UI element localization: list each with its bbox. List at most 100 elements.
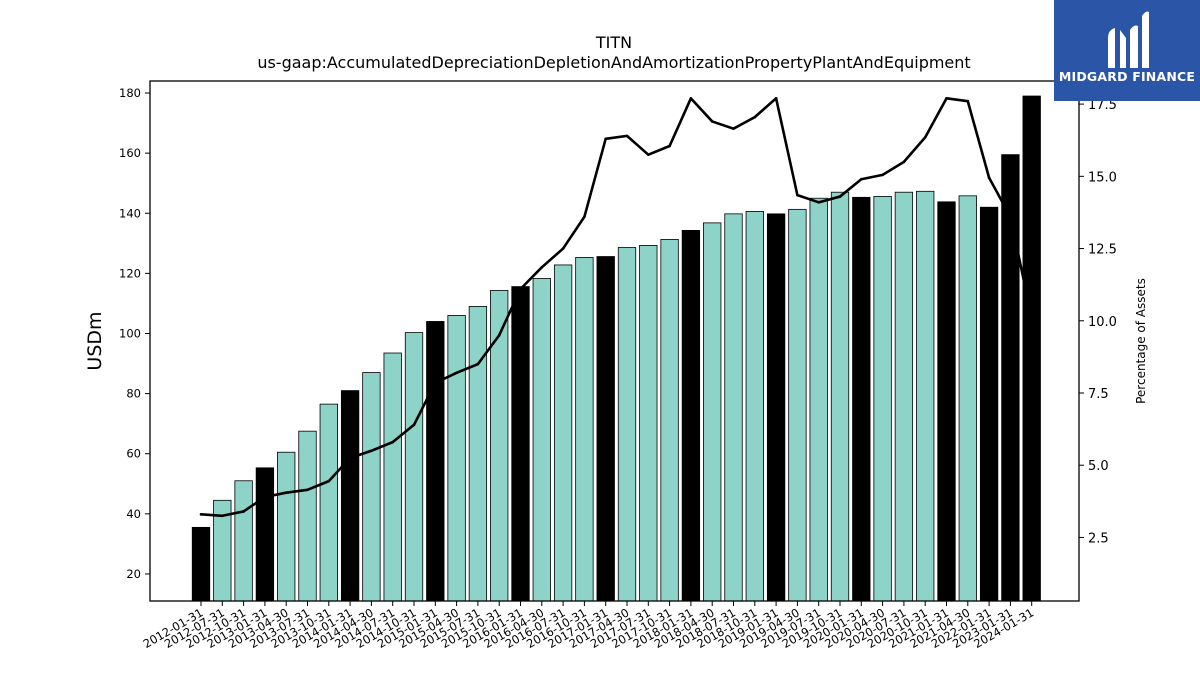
line-point [860, 177, 863, 181]
line-point [476, 362, 480, 366]
line-point [668, 144, 671, 148]
bar [979, 206, 999, 602]
bar-series [191, 95, 1041, 602]
bar [596, 256, 615, 602]
bar [639, 245, 658, 602]
line-point [689, 97, 693, 100]
y2-tick-label: 7.5 [1088, 387, 1109, 402]
line-point [881, 173, 884, 177]
line-point [923, 136, 927, 139]
bar [426, 321, 445, 602]
bar [340, 390, 360, 602]
line-point [710, 120, 714, 123]
bar [553, 264, 573, 602]
bar [830, 191, 850, 602]
line-point [583, 215, 586, 219]
bar [362, 372, 381, 602]
line-point [242, 510, 245, 513]
logo-text: MIDGARD FINANCE [1058, 69, 1196, 84]
y2-tick-label: 2.5 [1088, 531, 1109, 546]
y-tick-label: 80 [126, 387, 141, 401]
percentage-line [200, 97, 1033, 518]
bar [468, 306, 488, 602]
y2-tick-label: 5.0 [1088, 459, 1109, 474]
line-point [625, 134, 629, 138]
line-point [434, 381, 437, 385]
line-point [966, 99, 970, 103]
y-tick-label: 40 [126, 507, 141, 521]
bar [234, 480, 253, 602]
line-point [348, 456, 352, 460]
bar [255, 467, 275, 602]
line-point [945, 97, 948, 100]
line-point [370, 449, 373, 453]
bar [809, 197, 828, 602]
bar [319, 403, 338, 602]
plot-frame [149, 80, 1080, 602]
line-series-layer [199, 97, 1033, 518]
bar [532, 278, 551, 602]
line-point [647, 153, 650, 156]
bar [277, 451, 296, 602]
bar [298, 430, 317, 602]
line-point [753, 115, 757, 119]
y-axis-left: 20 40 60 80 100 120 140 160 180 [119, 86, 150, 581]
bar [191, 526, 211, 602]
bar [958, 195, 977, 602]
y2-tick-label: 17.5 [1088, 98, 1117, 113]
line-point [540, 266, 544, 269]
line-point [497, 333, 501, 337]
bar [724, 213, 743, 602]
line-point [604, 137, 607, 141]
bar [447, 315, 466, 602]
line-point [199, 513, 203, 516]
bar [617, 247, 637, 602]
x-axis: 2012-01-312012-07-312012-10-312013-01-31… [141, 601, 1036, 651]
bar [873, 196, 892, 602]
line-point [284, 491, 288, 494]
bar [852, 196, 871, 602]
bar [916, 190, 935, 602]
line-point [391, 440, 395, 444]
line-point [1009, 215, 1012, 219]
bar [703, 222, 722, 602]
line-point [796, 193, 799, 197]
bar [788, 208, 807, 602]
bar [575, 257, 594, 602]
bar [404, 332, 424, 602]
line-point [412, 423, 416, 427]
bar [894, 191, 914, 602]
brand-logo: MIDGARD FINANCE [1054, 0, 1200, 101]
line-point [455, 371, 458, 375]
bar [745, 211, 764, 602]
bar [681, 229, 701, 602]
y2-axis-label: Percentage of Assets [1134, 278, 1148, 404]
logo-mark-icon [1108, 11, 1149, 68]
bar [660, 238, 679, 602]
line-point [306, 488, 309, 492]
y2-tick-label: 12.5 [1088, 243, 1117, 258]
y-tick-label: 100 [119, 326, 141, 340]
y-tick-label: 120 [119, 266, 141, 280]
line-point [263, 495, 267, 499]
y2-tick-label: 15.0 [1088, 170, 1117, 185]
line-point [221, 514, 224, 518]
line-point [519, 287, 522, 291]
line-point [327, 479, 331, 483]
y-axis-right: 2.5 5.0 7.5 10.0 12.5 15.0 17.5 [1079, 98, 1117, 546]
y-tick-label: 60 [126, 447, 141, 461]
y-tick-label: 180 [119, 86, 141, 100]
bar [937, 201, 956, 602]
bar [1022, 95, 1041, 602]
y-axis-label: USDm [84, 311, 106, 370]
y2-tick-label: 10.0 [1088, 315, 1117, 330]
chart-title: TITN [595, 33, 632, 52]
line-point [774, 97, 778, 100]
line-point [838, 195, 842, 198]
bar [511, 286, 530, 602]
line-point [987, 176, 991, 180]
bar [383, 352, 402, 602]
y-tick-label: 20 [126, 567, 141, 581]
chart-subtitle: us-gaap:AccumulatedDepreciationDepletion… [257, 53, 970, 72]
